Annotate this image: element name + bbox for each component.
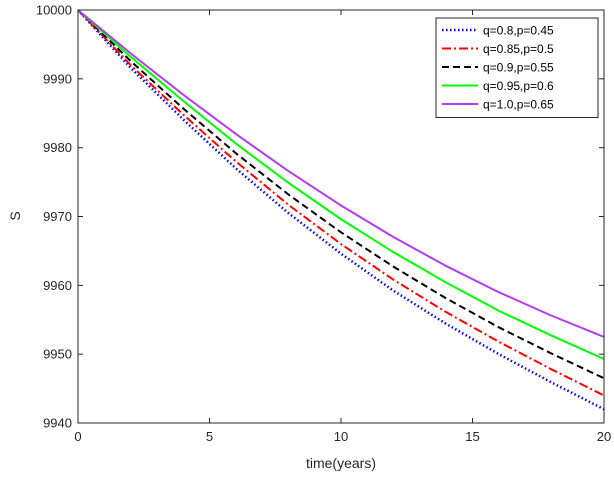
legend-label-4: q=0.95,p=0.6 (483, 79, 554, 93)
y-tick-label: 9990 (43, 71, 72, 86)
y-axis-label: S (7, 211, 23, 220)
x-tick-label: 15 (465, 429, 479, 444)
legend-label-5: q=1.0,p=0.65 (483, 98, 554, 112)
x-axis-ticks: 0 5 10 15 20 (74, 10, 611, 444)
legend-label-1: q=0.8,p=0.45 (483, 24, 554, 38)
legend-box (435, 17, 599, 118)
y-tick-label: 9960 (43, 278, 72, 293)
series-line-2 (77, 9, 605, 397)
y-tick-label: 9950 (43, 347, 72, 362)
y-tick-label: 10000 (36, 3, 72, 18)
legend-label-3: q=0.9,p=0.55 (483, 61, 554, 75)
x-tick-label: 0 (74, 429, 81, 444)
legend-label-2: q=0.85,p=0.5 (483, 42, 554, 56)
series-line-3 (77, 9, 605, 380)
y-tick-label: 9970 (43, 209, 72, 224)
x-tick-label: 10 (334, 429, 348, 444)
series-line-5 (77, 9, 605, 338)
plot-series (77, 9, 605, 411)
legend: q=0.8,p=0.45 q=0.85,p=0.5 q=0.9,p=0.55 q=0.… (435, 17, 599, 118)
y-tick-label: 9940 (43, 416, 72, 431)
x-tick-label: 20 (597, 429, 611, 444)
x-tick-label: 5 (206, 429, 213, 444)
series-line-4 (77, 9, 605, 360)
y-tick-label: 9980 (43, 140, 72, 155)
x-axis-label: time(years) (306, 455, 376, 471)
y-axis-ticks: 9940 9950 9960 9970 9980 9990 10000 (36, 3, 604, 431)
